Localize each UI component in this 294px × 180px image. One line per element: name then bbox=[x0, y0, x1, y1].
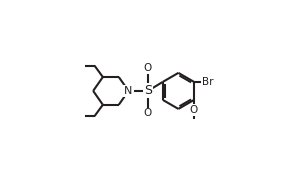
Text: N: N bbox=[124, 86, 133, 96]
Text: O: O bbox=[144, 108, 152, 118]
Text: Br: Br bbox=[202, 77, 213, 87]
Text: O: O bbox=[190, 105, 198, 115]
Text: O: O bbox=[144, 63, 152, 73]
Text: S: S bbox=[144, 84, 152, 97]
